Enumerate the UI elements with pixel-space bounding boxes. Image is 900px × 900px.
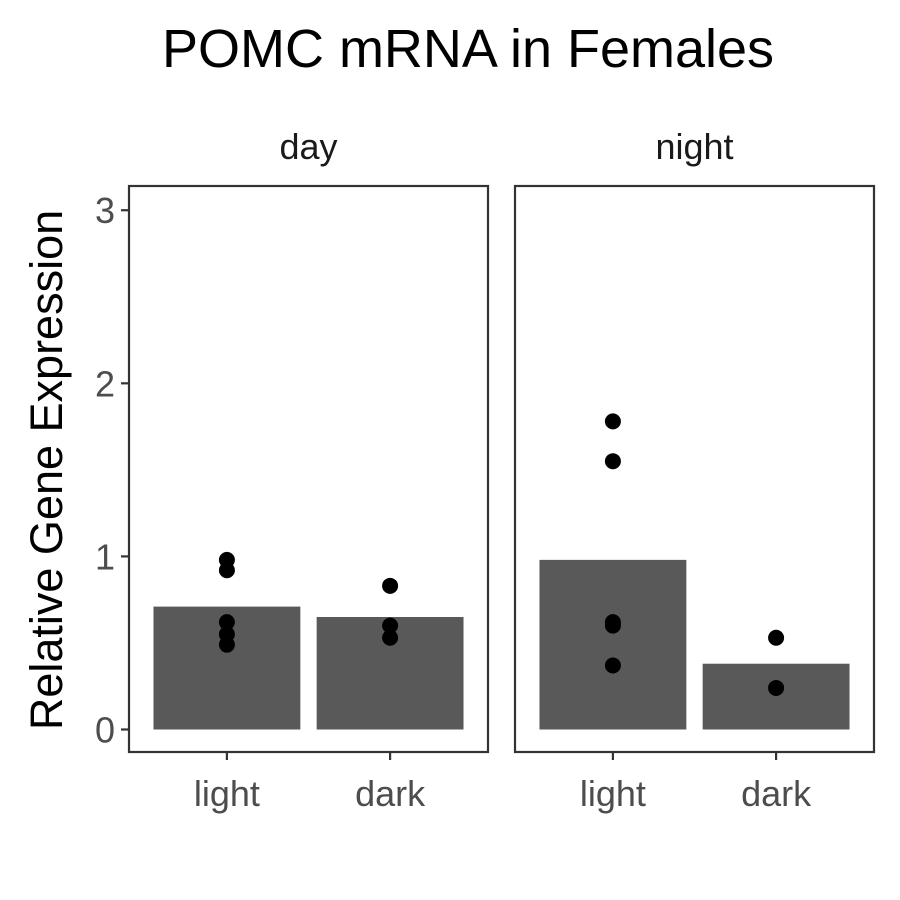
y-axis: 0 1 2 3 — [95, 190, 129, 750]
bar-night-dark — [702, 663, 850, 730]
data-point — [604, 617, 621, 634]
panel-strip-label: day — [279, 126, 337, 167]
data-point — [218, 562, 235, 579]
x-tick-label: dark — [355, 773, 426, 814]
y-tick-label: 3 — [95, 190, 115, 231]
data-point — [768, 629, 785, 646]
data-point — [604, 413, 621, 430]
data-point — [382, 617, 399, 634]
panel-strip-label: night — [655, 126, 733, 167]
panel-border — [127, 184, 490, 754]
x-tick-label: light — [194, 773, 260, 814]
x-tick-label: dark — [741, 773, 812, 814]
bar-night-light — [539, 559, 687, 730]
chart-title: POMC mRNA in Females — [162, 19, 774, 79]
y-tick-label: 2 — [95, 363, 115, 404]
data-point — [604, 657, 621, 674]
panels: day light dark night light dark — [127, 126, 876, 814]
panel-border — [513, 184, 876, 754]
data-point — [604, 453, 621, 470]
data-point — [218, 614, 235, 631]
y-tick-label: 1 — [95, 536, 115, 577]
panel-night: night light dark — [513, 126, 876, 814]
y-tick-label: 0 — [95, 709, 115, 750]
x-tick-label: light — [580, 773, 646, 814]
panel-day: day light dark — [127, 126, 490, 814]
data-point — [382, 577, 399, 594]
data-point — [382, 629, 399, 646]
y-axis-label: Relative Gene Expression — [21, 210, 72, 730]
data-point — [768, 679, 785, 696]
data-point — [218, 636, 235, 653]
